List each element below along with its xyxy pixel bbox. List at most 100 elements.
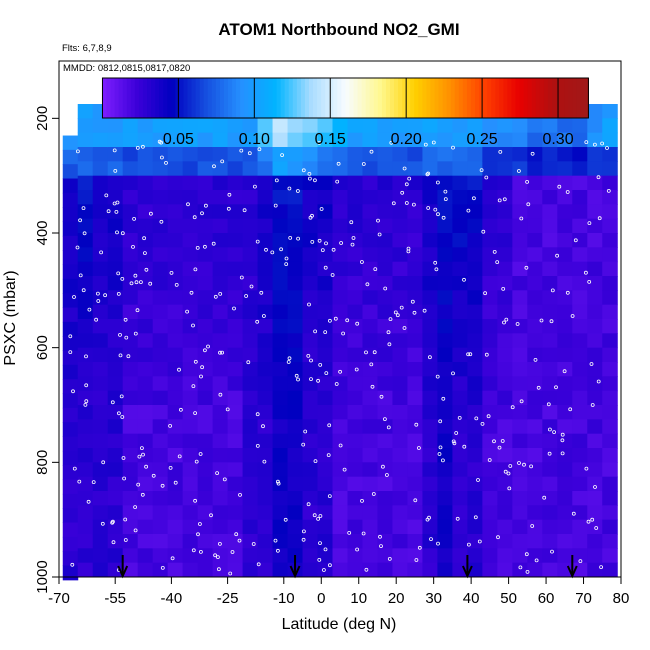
heatmap-cell: [452, 534, 468, 549]
sample-point: [133, 331, 138, 336]
sample-point: [275, 548, 280, 553]
heatmap-cell: [122, 376, 139, 392]
sample-point: [387, 557, 392, 561]
heatmap-cell: [557, 534, 573, 549]
heatmap-cell: [347, 548, 363, 564]
heatmap-cell: [557, 161, 573, 177]
colorbar-segment: [462, 78, 468, 118]
heatmap-cell: [197, 548, 214, 564]
heatmap-cell: [197, 161, 214, 177]
colorbar-segment: [219, 78, 225, 118]
heatmap-cell: [137, 290, 154, 306]
heatmap-cell: [392, 147, 408, 162]
heatmap-cell: [242, 562, 259, 578]
heatmap-cell: [272, 390, 289, 406]
heatmap-cell: [347, 190, 363, 205]
colorbar-segment: [122, 78, 128, 118]
heatmap-cell: [227, 132, 244, 148]
sample-point: [599, 565, 603, 569]
sample-point: [100, 521, 105, 526]
heatmap-cell: [302, 147, 319, 162]
sample-point: [191, 548, 196, 553]
heatmap-cell: [317, 347, 334, 363]
heatmap-cell: [92, 218, 109, 234]
sample-point: [484, 175, 489, 180]
heatmap-cell: [422, 247, 438, 263]
sample-point: [191, 384, 196, 389]
heatmap-cell: [197, 390, 214, 406]
heatmap-cell: [362, 319, 378, 334]
heatmap-cell: [497, 261, 513, 277]
heatmap-cell: [557, 491, 573, 506]
sample-point: [589, 362, 594, 366]
heatmap-cell: [167, 505, 184, 521]
heatmap-cell: [212, 118, 229, 134]
sample-point: [307, 171, 312, 176]
heatmap-cell: [242, 505, 259, 521]
heatmap-cell: [587, 505, 603, 521]
heatmap-cell: [212, 261, 229, 277]
heatmap-cell: [212, 534, 229, 549]
sample-point: [500, 439, 505, 443]
sample-point: [326, 453, 331, 458]
sample-point: [136, 482, 141, 487]
heatmap-cell: [167, 534, 184, 549]
heatmap-cell: [212, 132, 229, 148]
heatmap-cell: [572, 147, 588, 162]
heatmap-cell: [332, 347, 348, 363]
heatmap-cell: [152, 534, 169, 549]
heatmap-cell: [242, 448, 259, 463]
heatmap-cell: [272, 419, 289, 435]
heatmap-cell: [62, 465, 79, 481]
heatmap-cell: [347, 462, 363, 478]
colorbar-segment: [126, 78, 132, 118]
heatmap-cell: [377, 376, 393, 392]
heatmap-cell: [452, 433, 468, 449]
heatmap-cell: [542, 505, 558, 521]
sample-point: [169, 270, 174, 275]
heatmap-cell: [122, 319, 139, 334]
heatmap-cell: [287, 204, 304, 220]
heatmap-cell: [287, 247, 304, 263]
sample-point: [605, 146, 609, 150]
heatmap-cell: [107, 376, 124, 392]
heatmap-cell: [527, 319, 543, 334]
sample-point: [255, 319, 260, 324]
heatmap-cell: [77, 419, 94, 435]
heatmap-cell: [362, 175, 378, 191]
heatmap-cell: [452, 476, 468, 492]
heatmap-cell: [377, 290, 393, 306]
heatmap-cell: [62, 235, 79, 251]
sample-point: [220, 159, 225, 164]
heatmap-cell: [422, 562, 438, 578]
heatmap-cell: [182, 233, 199, 248]
sample-point: [565, 290, 570, 295]
heatmap-cell: [257, 190, 274, 205]
heatmap-cell: [362, 476, 378, 492]
heatmap-cell: [212, 390, 229, 406]
heatmap-cell: [152, 390, 169, 406]
heatmap-cell: [482, 476, 498, 492]
heatmap-cell: [482, 362, 498, 377]
heatmap-cell: [452, 462, 468, 478]
heatmap-cell: [107, 534, 124, 549]
sample-point: [364, 350, 368, 355]
heatmap-cell: [512, 190, 528, 205]
sample-point: [78, 218, 82, 223]
sample-point: [462, 277, 466, 282]
heatmap-cell: [227, 376, 244, 392]
heatmap-cell: [302, 505, 319, 521]
heatmap-cell: [377, 247, 393, 263]
heatmap-cell: [77, 534, 94, 549]
sample-point: [596, 379, 601, 384]
heatmap-cell: [302, 362, 319, 377]
heatmap-cell: [317, 175, 334, 191]
sample-point: [316, 517, 321, 521]
heatmap-cell: [197, 433, 214, 449]
heatmap-cell: [242, 304, 259, 320]
colorbar-segment: [183, 78, 189, 118]
colorbar-frame: [101, 77, 589, 119]
heatmap-cell: [212, 161, 229, 177]
sample-point: [275, 479, 280, 484]
heatmap-cell: [257, 476, 274, 492]
